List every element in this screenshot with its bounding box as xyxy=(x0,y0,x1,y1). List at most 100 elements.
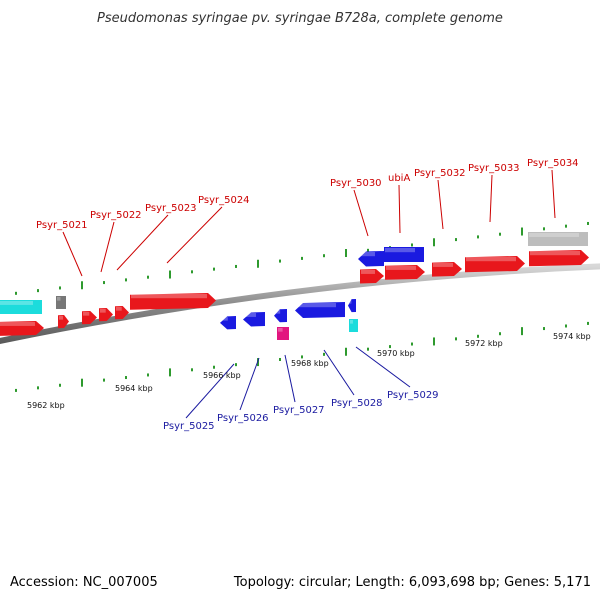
gene-label[interactable]: Psyr_5023 xyxy=(145,203,197,214)
gene-arrow[interactable] xyxy=(360,269,384,284)
scale-tick xyxy=(565,324,567,328)
gene-label[interactable]: ubiA xyxy=(388,173,410,184)
scale-tick xyxy=(81,281,83,290)
scale-tick xyxy=(367,347,369,351)
scale-tick xyxy=(125,376,127,380)
scale-tick xyxy=(477,235,479,239)
scale-tick xyxy=(15,291,17,295)
gene-arrow[interactable] xyxy=(220,316,236,330)
gene-label[interactable]: Psyr_5034 xyxy=(527,158,579,169)
gene-highlight xyxy=(100,309,106,313)
gene-arrow[interactable] xyxy=(384,247,424,262)
scale-tick xyxy=(235,363,237,367)
scale-tick xyxy=(543,227,545,231)
gene-label[interactable]: Psyr_5026 xyxy=(217,413,269,424)
gene-highlight xyxy=(359,252,375,257)
gene-arrow[interactable] xyxy=(385,265,425,280)
gene-arrow[interactable] xyxy=(465,256,525,273)
gene-highlight xyxy=(386,266,416,270)
gene-labels-top: Psyr_5021 Psyr_5022 Psyr_5023 Psyr_5024 … xyxy=(36,158,579,231)
gene-features xyxy=(0,232,589,340)
scale-label: 5964 kbp xyxy=(115,384,153,393)
gene-highlight xyxy=(361,270,375,274)
gene-arrow[interactable] xyxy=(528,232,588,246)
gene-label[interactable]: Psyr_5025 xyxy=(163,421,215,432)
scale-tick xyxy=(587,321,589,325)
scale-label: 5968 kbp xyxy=(291,359,329,368)
scale-label: 5962 kbp xyxy=(27,401,65,410)
gene-highlight xyxy=(530,251,580,256)
gene-arrow[interactable] xyxy=(130,293,216,310)
gene-arrow[interactable] xyxy=(56,296,66,309)
gene-arrow[interactable] xyxy=(295,302,345,318)
accession-text: Accession: NC_007005 xyxy=(10,575,158,590)
gene-arrow[interactable] xyxy=(349,319,358,332)
scale-tick xyxy=(345,347,347,356)
leader-line xyxy=(185,363,235,419)
scale-tick xyxy=(59,286,61,290)
leader-line xyxy=(116,214,169,271)
leader-line xyxy=(62,231,83,277)
gene-arrow[interactable] xyxy=(529,250,589,267)
gene-arrow[interactable] xyxy=(277,327,289,340)
scale-tick xyxy=(169,368,171,377)
gene-label[interactable]: Psyr_5033 xyxy=(468,163,520,174)
gene-arrow[interactable] xyxy=(82,311,97,325)
gene-arrow[interactable] xyxy=(243,312,265,327)
gene-arrow[interactable] xyxy=(274,309,287,323)
gene-label[interactable]: Psyr_5024 xyxy=(198,195,250,206)
scale-tick xyxy=(543,327,545,331)
scale-tick xyxy=(15,388,17,392)
leader-line xyxy=(166,206,223,264)
scale-tick xyxy=(37,289,39,293)
gene-label[interactable]: Psyr_5027 xyxy=(273,405,325,416)
scale-tick xyxy=(257,259,259,268)
gene-highlight xyxy=(0,322,35,326)
gene-arrow[interactable] xyxy=(432,262,462,277)
gene-label[interactable]: Psyr_5029 xyxy=(387,390,439,401)
gene-highlight xyxy=(221,317,228,321)
scale-tick xyxy=(125,278,127,282)
gene-label[interactable]: Psyr_5032 xyxy=(414,168,466,179)
gene-arrow[interactable] xyxy=(348,299,356,313)
gene-label[interactable]: Psyr_5021 xyxy=(36,220,88,231)
scale-tick xyxy=(455,337,457,341)
label-leader-lines xyxy=(62,169,556,419)
gene-label[interactable]: Psyr_5030 xyxy=(330,178,382,189)
gene-label[interactable]: Psyr_5028 xyxy=(331,398,383,409)
scale-tick xyxy=(59,383,61,387)
scale-tick xyxy=(433,238,435,247)
scale-tick xyxy=(147,275,149,279)
scale-tick xyxy=(279,357,281,361)
scale-label: 5966 kbp xyxy=(203,371,241,380)
gene-highlight xyxy=(0,301,33,305)
scale-tick xyxy=(323,254,325,258)
gene-highlight xyxy=(385,248,415,253)
gene-arrow[interactable] xyxy=(0,321,44,336)
gene-arrow[interactable] xyxy=(115,306,129,320)
scale-label: 5972 kbp xyxy=(465,339,503,348)
scale-tick xyxy=(103,378,105,382)
scale-tick xyxy=(565,224,567,228)
leader-line xyxy=(437,179,444,230)
scale-tick xyxy=(147,373,149,377)
scale-tick xyxy=(37,386,39,390)
leader-line xyxy=(353,189,369,237)
gene-highlight xyxy=(350,320,353,324)
gene-highlight xyxy=(83,312,90,316)
scale-tick xyxy=(103,281,105,285)
gene-highlight xyxy=(131,294,207,299)
scale-tick xyxy=(477,334,479,338)
gene-arrow[interactable] xyxy=(58,315,69,329)
gene-arrow[interactable] xyxy=(99,308,113,322)
scale-label: 5970 kbp xyxy=(377,349,415,358)
scale-tick xyxy=(213,267,215,271)
gene-label[interactable]: Psyr_5022 xyxy=(90,210,142,221)
scale-tick xyxy=(235,264,237,268)
gene-arrow[interactable] xyxy=(0,300,42,314)
gene-arrow[interactable] xyxy=(358,251,384,267)
topology-text: Topology: circular; Length: 6,093,698 bp… xyxy=(233,575,591,590)
genome-backbone xyxy=(0,263,600,344)
